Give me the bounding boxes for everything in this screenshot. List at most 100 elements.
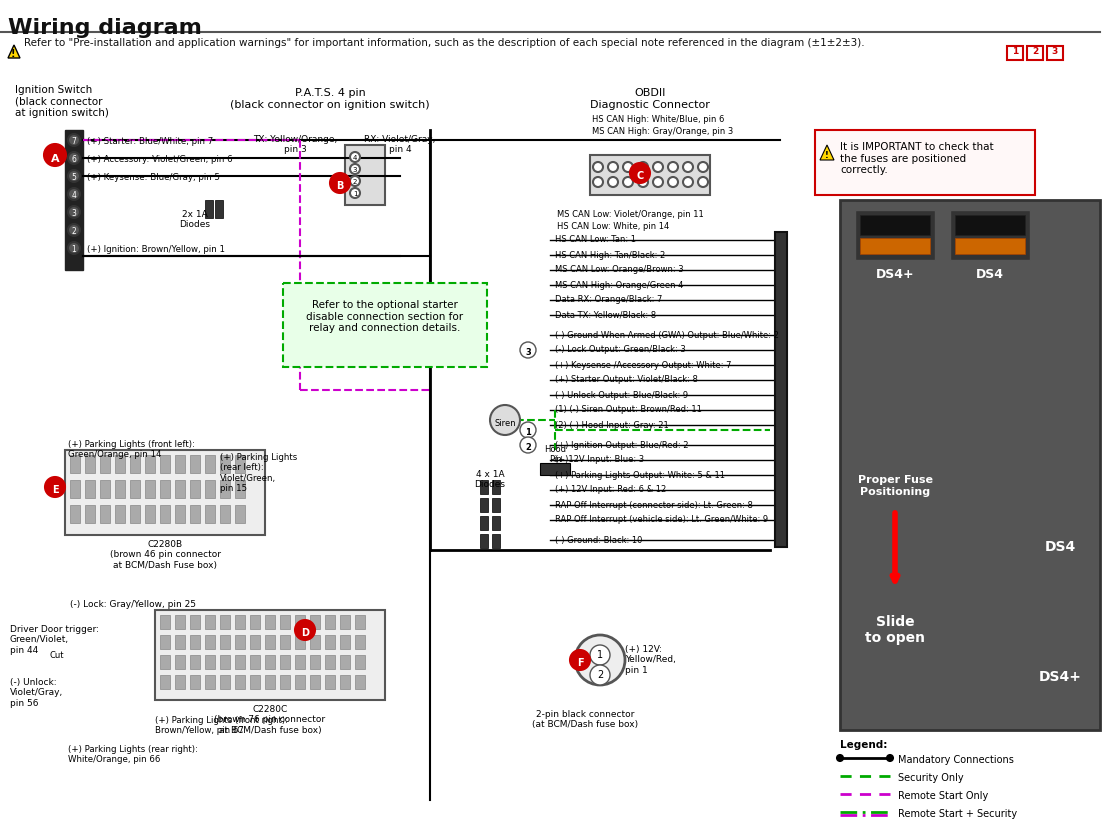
Text: (-) Ground: Black: 10: (-) Ground: Black: 10 xyxy=(555,536,642,544)
Circle shape xyxy=(623,162,633,172)
Text: RX: Violet/Gray,
pin 4: RX: Violet/Gray, pin 4 xyxy=(365,135,435,155)
Circle shape xyxy=(653,162,662,172)
Text: RAP Off Interrupt (connector side): Lt. Green: 8: RAP Off Interrupt (connector side): Lt. … xyxy=(555,501,753,509)
Bar xyxy=(175,480,185,498)
Text: E: E xyxy=(51,485,58,495)
Circle shape xyxy=(590,665,610,685)
Text: TX: Yellow/Orange,
pin 3: TX: Yellow/Orange, pin 3 xyxy=(253,135,337,155)
Text: (-) Ground When Armed (GWA) Output: Blue/White: 2: (-) Ground When Armed (GWA) Output: Blue… xyxy=(555,330,779,339)
Bar xyxy=(175,675,185,689)
Bar xyxy=(175,505,185,523)
Bar xyxy=(145,455,156,473)
Text: 1: 1 xyxy=(596,650,603,660)
Bar xyxy=(190,635,200,649)
Bar xyxy=(325,675,335,689)
Bar xyxy=(250,635,260,649)
Circle shape xyxy=(330,173,350,193)
Bar xyxy=(480,480,488,494)
Bar xyxy=(190,655,200,669)
Text: B: B xyxy=(337,181,344,191)
Text: RAP Off Interrupt (vehicle side): Lt. Green/White: 9: RAP Off Interrupt (vehicle side): Lt. Gr… xyxy=(555,516,768,524)
Circle shape xyxy=(698,162,708,172)
Bar xyxy=(492,534,500,548)
Bar xyxy=(480,516,488,530)
Circle shape xyxy=(653,177,662,187)
Text: 2: 2 xyxy=(525,443,530,452)
Bar xyxy=(340,615,350,629)
Bar xyxy=(160,455,170,473)
Text: 1: 1 xyxy=(525,428,530,437)
Bar xyxy=(70,455,79,473)
Bar xyxy=(250,615,260,629)
Text: 1: 1 xyxy=(352,191,357,197)
Text: 3: 3 xyxy=(1052,47,1059,56)
Text: Wiring diagram: Wiring diagram xyxy=(8,18,201,38)
Bar xyxy=(205,635,215,649)
Text: (+) Parking Lights (rear right):
White/Orange, pin 66: (+) Parking Lights (rear right): White/O… xyxy=(68,745,198,765)
Bar xyxy=(235,505,245,523)
Bar xyxy=(70,480,79,498)
Text: 1: 1 xyxy=(72,245,76,255)
Bar xyxy=(775,232,787,547)
Text: (+) 12V:
Yellow/Red,
pin 1: (+) 12V: Yellow/Red, pin 1 xyxy=(626,645,676,675)
Bar xyxy=(280,615,290,629)
Bar xyxy=(220,455,231,473)
Text: HS CAN Low: White, pin 14: HS CAN Low: White, pin 14 xyxy=(557,222,669,231)
Text: F: F xyxy=(576,658,583,668)
Bar xyxy=(265,635,275,649)
Bar xyxy=(540,463,570,475)
Bar xyxy=(85,505,95,523)
Bar xyxy=(310,675,320,689)
Bar xyxy=(175,615,185,629)
Bar xyxy=(235,655,245,669)
Bar xyxy=(65,130,83,270)
Bar xyxy=(85,455,95,473)
Bar xyxy=(190,615,200,629)
Text: (-) Lock Output: Green/Black: 3: (-) Lock Output: Green/Black: 3 xyxy=(555,345,686,354)
Text: Remote Start Only: Remote Start Only xyxy=(899,791,988,801)
Polygon shape xyxy=(8,45,20,58)
Polygon shape xyxy=(820,145,834,160)
Circle shape xyxy=(490,405,520,435)
Text: (+) Parking Lights (front right):
Brown/Yellow, pin 67: (+) Parking Lights (front right): Brown/… xyxy=(156,716,288,735)
Bar xyxy=(955,238,1025,254)
Text: !: ! xyxy=(825,151,829,161)
Bar xyxy=(205,200,213,218)
Bar xyxy=(100,480,110,498)
Circle shape xyxy=(623,177,633,187)
Bar xyxy=(220,505,231,523)
Bar xyxy=(175,655,185,669)
Text: Hood
Pin: Hood Pin xyxy=(544,445,566,464)
Circle shape xyxy=(295,620,316,640)
Text: (-) Lock: Gray/Yellow, pin 25: (-) Lock: Gray/Yellow, pin 25 xyxy=(70,600,196,609)
Bar xyxy=(190,455,200,473)
Bar xyxy=(345,145,385,205)
Text: DS4+: DS4+ xyxy=(1038,670,1081,684)
Text: A: A xyxy=(50,154,59,164)
Text: Refer to "Pre-installation and application warnings" for important information, : Refer to "Pre-installation and applicati… xyxy=(23,38,865,48)
Bar xyxy=(310,615,320,629)
Bar xyxy=(861,215,930,235)
Bar xyxy=(265,615,275,629)
Bar xyxy=(265,655,275,669)
Bar xyxy=(130,505,140,523)
Text: MS CAN Low: Violet/Orange, pin 11: MS CAN Low: Violet/Orange, pin 11 xyxy=(557,210,704,219)
Bar xyxy=(590,155,709,195)
Bar xyxy=(295,615,305,629)
Bar xyxy=(325,635,335,649)
Text: Legend:: Legend: xyxy=(840,740,887,750)
Bar xyxy=(160,635,170,649)
Bar xyxy=(492,516,500,530)
Bar xyxy=(65,450,265,535)
Circle shape xyxy=(683,177,693,187)
Bar xyxy=(130,455,140,473)
Bar xyxy=(325,655,335,669)
Text: 3: 3 xyxy=(525,348,530,357)
Bar xyxy=(190,675,200,689)
Bar xyxy=(190,480,200,498)
Text: 7: 7 xyxy=(72,137,76,146)
Circle shape xyxy=(837,755,843,761)
Bar xyxy=(220,615,231,629)
Text: 2: 2 xyxy=(72,227,76,236)
Bar xyxy=(1027,46,1043,60)
